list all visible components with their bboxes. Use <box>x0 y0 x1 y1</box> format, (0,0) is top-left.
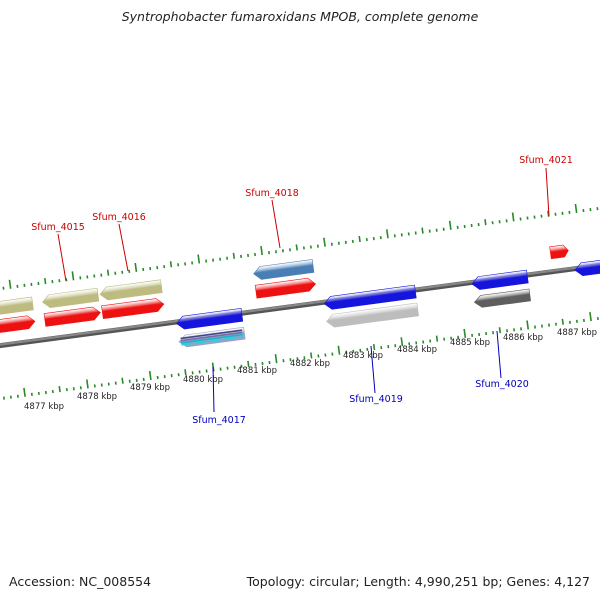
gene-label-leader <box>545 167 550 217</box>
map-title: Syntrophobacter fumaroxidans MPOB, compl… <box>121 9 479 24</box>
scale-tick <box>589 311 592 322</box>
cds-arrow-sfum-4019 <box>323 284 417 310</box>
annotation-bar-sfum-4015 <box>42 287 100 308</box>
gene-label-leader <box>370 345 376 394</box>
scale-tick <box>574 203 578 214</box>
scale-tick <box>86 379 89 389</box>
gene-label: Sfum_4020 <box>475 379 529 390</box>
scale-label: 4878 kbp <box>77 392 117 402</box>
annotation-bar-sfum-4014 <box>0 296 34 316</box>
scale-tick <box>23 387 26 397</box>
gene-label: Sfum_4017 <box>192 415 246 426</box>
scale-tick <box>448 220 452 230</box>
scale-tick <box>71 271 75 281</box>
scale-label: 4881 kbp <box>237 366 277 376</box>
scale-tick <box>310 352 313 359</box>
upper-tick-row <box>2 203 599 290</box>
cds-arrow-sfum-4015 <box>43 306 101 327</box>
scale-tick <box>260 246 264 256</box>
scale-tick <box>511 212 515 222</box>
scale-tick <box>323 237 326 247</box>
scale-tick <box>58 386 61 393</box>
cds-arrow-sfum-4020 <box>471 269 529 290</box>
scale-label: 4882 kbp <box>290 359 330 369</box>
scale-label: 4887 kbp <box>557 328 597 338</box>
scale-label: 4884 kbp <box>397 345 437 355</box>
cds-arrow-sfum-4022 <box>574 258 600 277</box>
scale-tick <box>274 354 278 364</box>
scale-tick <box>44 278 47 285</box>
scale-tick <box>358 235 361 243</box>
scale-labels: 4877 kbp 4878 kbp 4879 kbp 4880 kbp 4881 kbp… <box>24 328 597 412</box>
gene-label-leader <box>212 366 215 413</box>
genome-stats-label: Topology: circular; Length: 4,990,251 bp… <box>246 574 590 589</box>
gene-label-leader <box>57 233 67 282</box>
scale-tick <box>526 320 530 330</box>
annotation-bar-sfum-4020 <box>473 288 531 308</box>
annotation-bar-sfum-4016 <box>99 279 163 301</box>
lower-tick-row <box>2 311 599 400</box>
gene-label-leader <box>271 199 281 249</box>
scale-label: 4877 kbp <box>24 402 64 412</box>
scale-tick <box>463 328 467 338</box>
scale-tick <box>121 377 124 384</box>
annotation-bar-sfum-4017 <box>178 326 246 348</box>
gene-label: Sfum_4015 <box>31 222 85 233</box>
scale-tick <box>148 370 152 381</box>
scale-label: 4883 kbp <box>343 351 383 361</box>
annotation-bar-sfum-4019 <box>326 302 419 328</box>
cds-arrow-sfum-4018 <box>254 277 316 299</box>
annotation-bar-sfum-4018 <box>253 259 315 280</box>
scale-tick <box>400 337 404 347</box>
scale-tick <box>247 360 250 367</box>
gene-labels: Sfum_4015 Sfum_4016 Sfum_4017 Sfum_4018 Sfum… <box>31 155 573 426</box>
scale-tick <box>134 262 138 273</box>
scale-tick <box>372 343 376 351</box>
scale-tick <box>232 252 236 259</box>
scale-tick <box>106 269 110 276</box>
scale-tick <box>295 244 298 251</box>
scale-label: 4885 kbp <box>450 338 490 348</box>
cds-arrow-sfum-4016 <box>101 298 165 320</box>
scale-tick <box>435 335 439 342</box>
scale-tick <box>337 345 341 355</box>
scale-tick <box>8 279 12 289</box>
gene-label-leader <box>496 330 502 379</box>
scale-tick <box>184 369 187 376</box>
cds-arrow-sfum-4014 <box>0 315 36 335</box>
scale-tick <box>169 261 173 268</box>
gene-label: Sfum_4021 <box>519 155 573 166</box>
scale-tick <box>498 327 502 334</box>
scale-tick <box>484 219 487 226</box>
gene-label-leader <box>118 223 129 272</box>
cds-arrow-sfum-4017 <box>176 308 244 330</box>
gene-label: Sfum_4018 <box>245 188 299 199</box>
gene-label: Sfum_4019 <box>349 394 403 405</box>
cds-arrow-sfum-4021 <box>549 244 569 260</box>
scale-tick <box>421 227 424 234</box>
scale-tick <box>197 254 201 264</box>
scale-tick <box>385 229 389 239</box>
scale-label: 4886 kbp <box>503 333 543 343</box>
scale-label: 4879 kbp <box>130 383 170 393</box>
accession-label: Accession: NC_008554 <box>9 574 152 589</box>
gene-label: Sfum_4016 <box>92 212 146 223</box>
scale-tick <box>561 318 564 325</box>
scale-label: 4880 kbp <box>183 375 223 385</box>
